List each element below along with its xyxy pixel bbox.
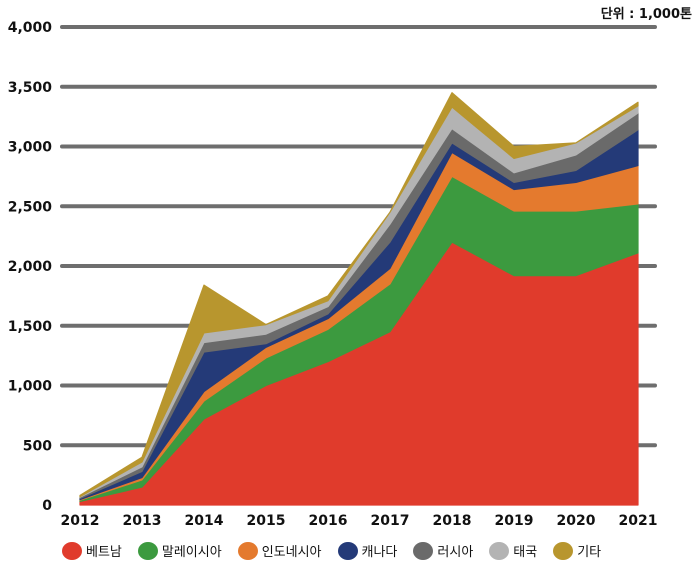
legend-item: 말레이시아 bbox=[137, 541, 222, 560]
x-tick-label: 2017 bbox=[371, 513, 410, 529]
y-tick-label: 4,000 bbox=[8, 20, 53, 36]
x-tick-label: 2019 bbox=[495, 513, 534, 529]
x-tick-label: 2020 bbox=[557, 513, 596, 529]
legend-item: 태국 bbox=[489, 541, 537, 560]
x-tick-label: 2015 bbox=[247, 513, 286, 529]
legend-swatch bbox=[553, 541, 574, 560]
legend-label: 베트남 bbox=[86, 545, 122, 560]
y-tick-label: 500 bbox=[23, 438, 52, 454]
x-tick-label: 2018 bbox=[433, 513, 472, 529]
legend-item: 러시아 bbox=[413, 541, 473, 560]
legend-label: 인도네시아 bbox=[261, 545, 322, 560]
x-axis-ticks: 2012 2013 2014 2015 2016 2017 2018 2019 2020 2021 bbox=[61, 513, 658, 529]
legend-swatch bbox=[62, 541, 82, 560]
y-axis-ticks: 0 500 1,000 1,500 2,000 2,500 3,000 3,500 4,000 bbox=[8, 20, 53, 514]
legend-swatch bbox=[237, 541, 258, 560]
legend-swatch bbox=[137, 541, 158, 560]
legend-label: 캐나다 bbox=[361, 545, 398, 560]
legend-item: 인도네시아 bbox=[237, 541, 322, 560]
y-tick-label: 2,000 bbox=[8, 259, 53, 275]
legend-swatch bbox=[413, 541, 434, 560]
legend-item: 베트남 bbox=[62, 541, 122, 560]
legend-item: 기타 bbox=[553, 541, 601, 560]
x-tick-label: 2012 bbox=[61, 513, 100, 529]
legend: 베트남 말레이시아 인도네시아 캐나다 러시아 태국 기타 bbox=[62, 541, 617, 560]
y-tick-label: 3,500 bbox=[8, 80, 53, 96]
legend-swatch bbox=[337, 541, 358, 560]
y-tick-label: 0 bbox=[42, 498, 52, 514]
stacked-area-chart: 05001,0001,5002,0002,5003,0003,5004,000 … bbox=[8, 6, 692, 529]
legend-label: 기타 bbox=[577, 545, 602, 560]
legend-label: 러시아 bbox=[437, 545, 474, 560]
y-tick-label: 1,500 bbox=[8, 319, 53, 335]
x-tick-label: 2021 bbox=[619, 513, 658, 529]
unit-label: 단위 : 1,000톤 bbox=[601, 6, 692, 22]
area-series-6 bbox=[79, 92, 639, 498]
y-tick-label: 1,000 bbox=[8, 379, 53, 395]
legend-label: 태국 bbox=[513, 545, 538, 560]
y-tick-label: 3,000 bbox=[8, 140, 53, 156]
x-tick-label: 2013 bbox=[123, 513, 162, 529]
y-tick-label: 2,500 bbox=[8, 199, 53, 215]
x-tick-label: 2016 bbox=[309, 513, 348, 529]
legend-item: 캐나다 bbox=[337, 541, 398, 560]
legend-swatch bbox=[489, 541, 510, 560]
x-tick-label: 2014 bbox=[185, 513, 224, 529]
series-areas bbox=[79, 92, 639, 506]
legend-label: 말레이시아 bbox=[161, 545, 222, 560]
